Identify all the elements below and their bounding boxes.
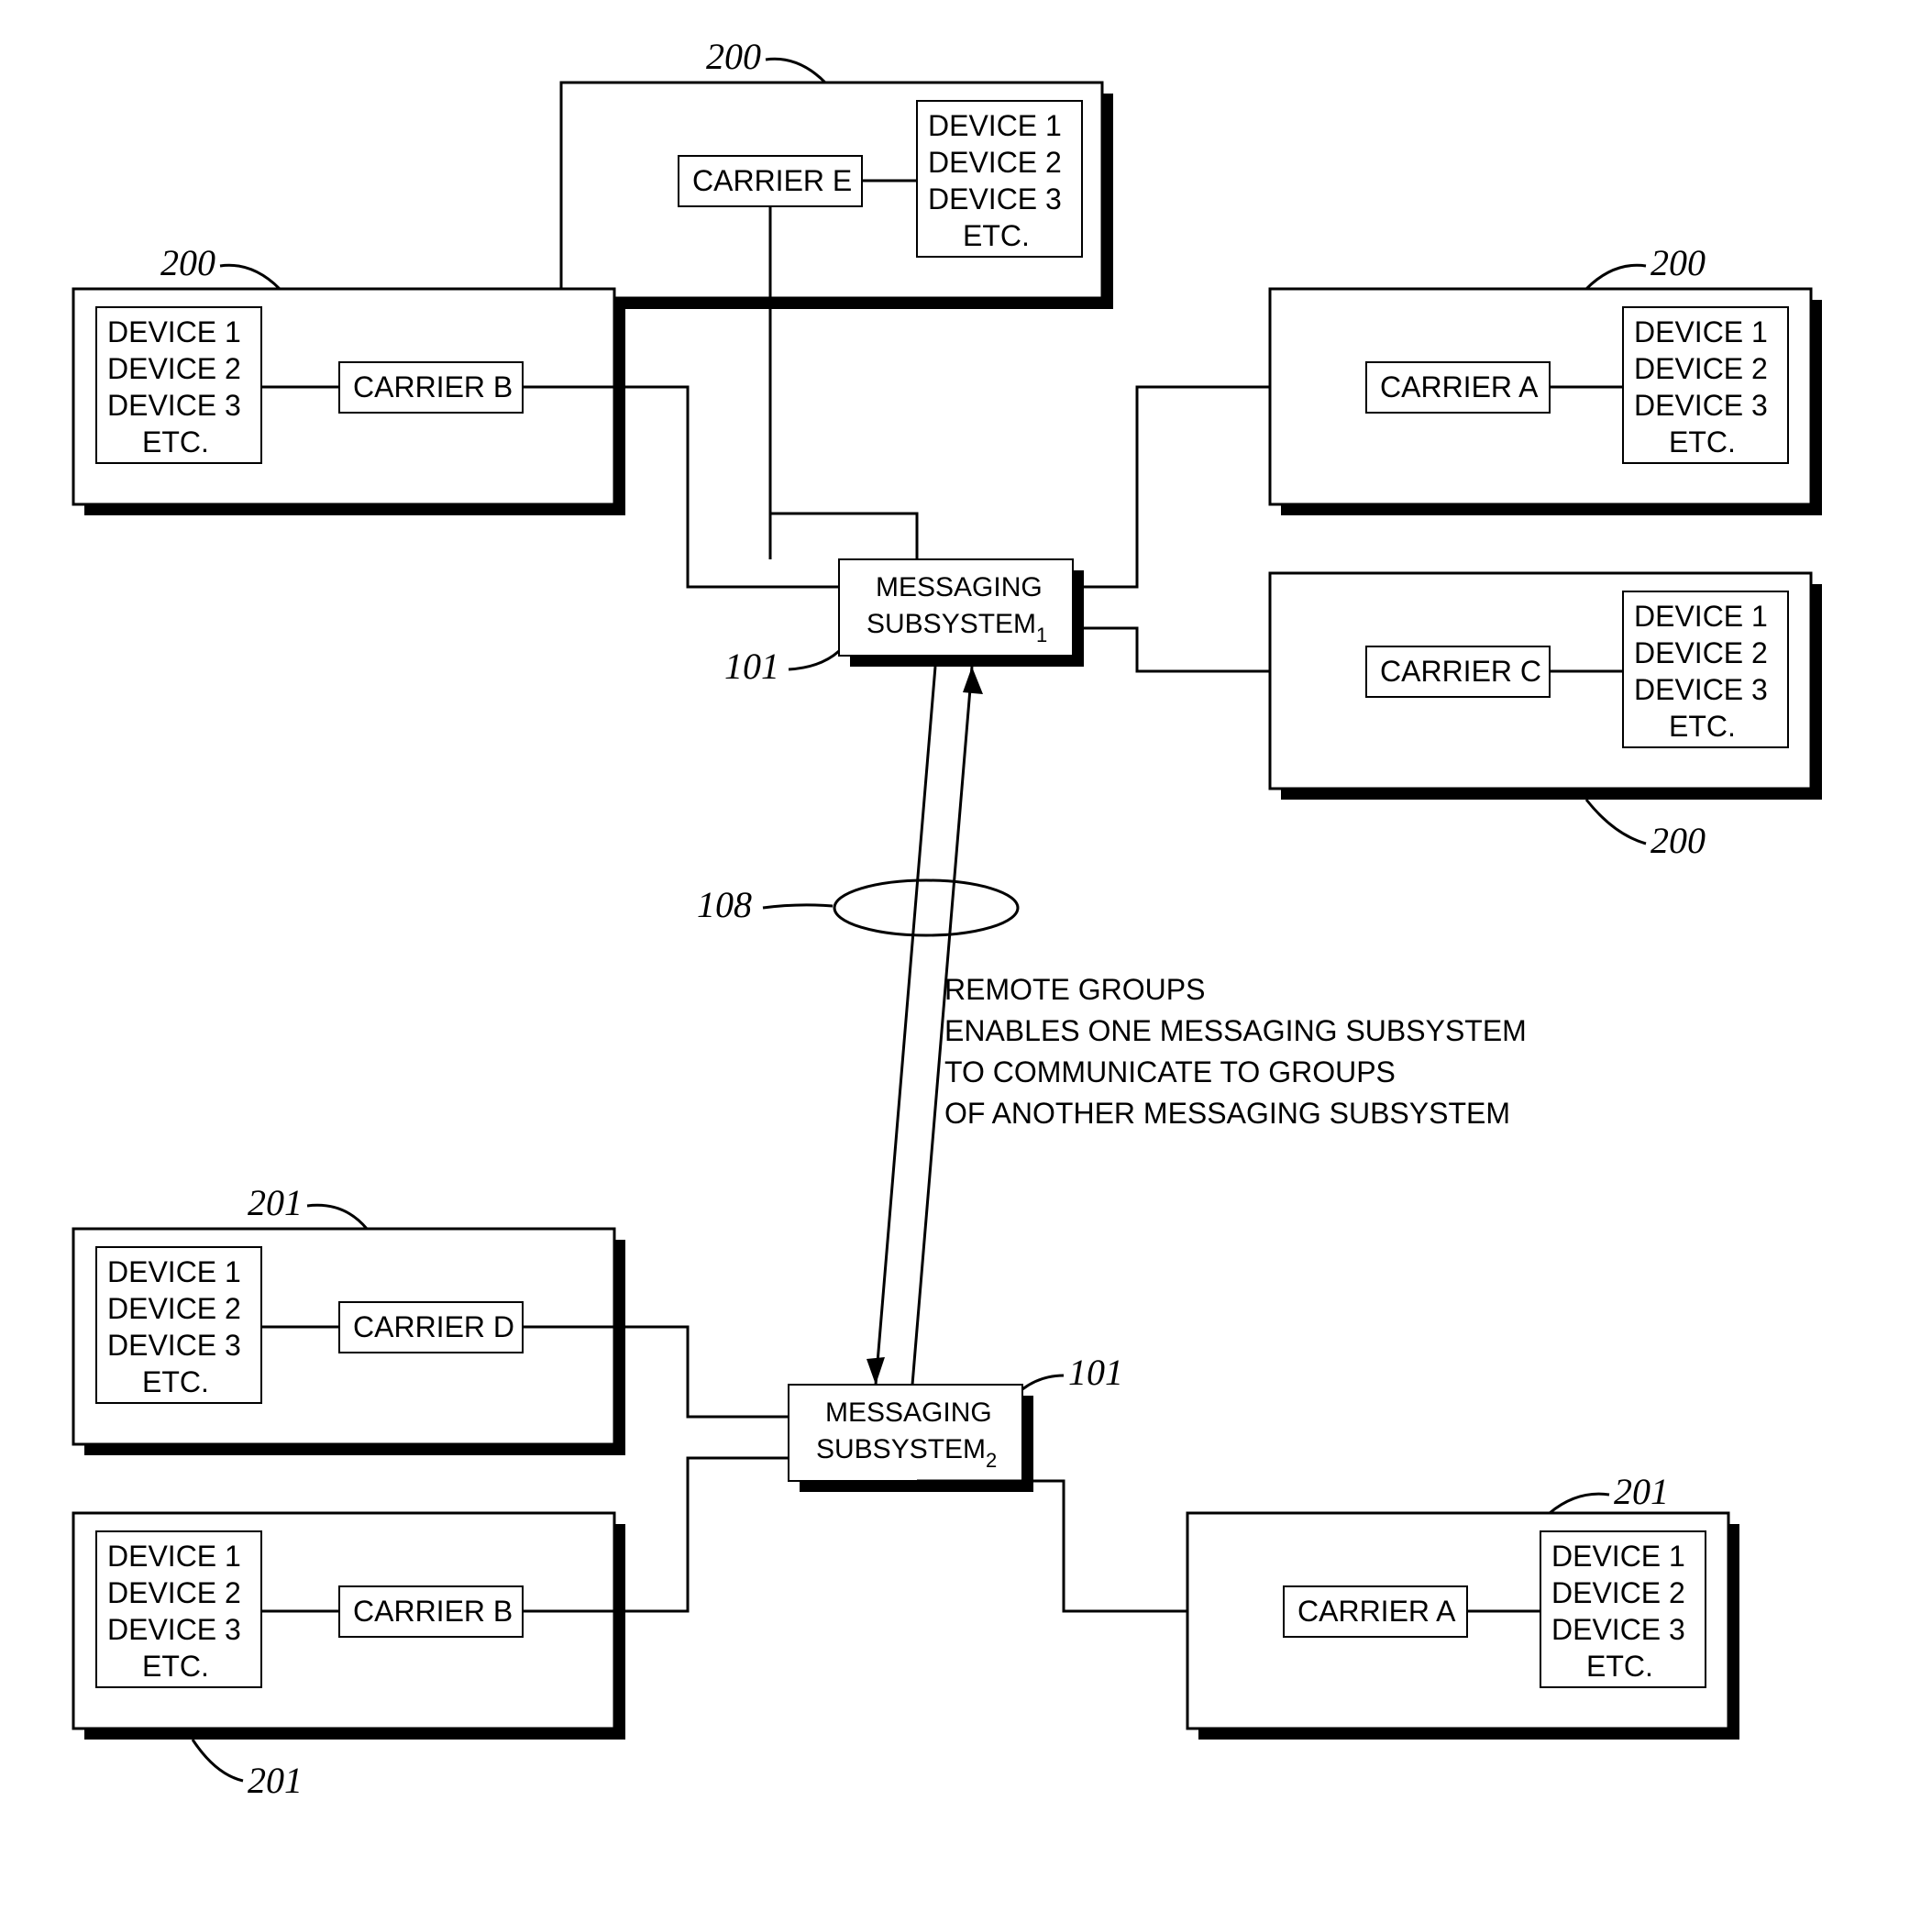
device-line: ETC. [1669,710,1736,743]
ref-leader [1022,1375,1064,1389]
block-carrier-a-top: 200 DEVICE 1 DEVICE 2 DEVICE 3 ETC. CARR… [1192,242,1822,515]
device-line: ETC. [963,219,1030,252]
ref-leader [1550,1494,1609,1513]
ref-label: 200 [1650,242,1706,283]
device-line: DEVICE 1 [107,315,241,348]
device-line: DEVICE 3 [1634,389,1768,422]
connector [917,1481,1110,1611]
ref-label: 200 [160,242,215,283]
device-line: DEVICE 1 [1634,315,1768,348]
ref-leader [307,1205,367,1229]
device-line: ETC. [142,425,209,458]
device-line: DEVICE 2 [1634,352,1768,385]
device-line: DEVICE 1 [1551,1540,1685,1573]
arrowhead-up-icon [963,667,983,694]
note-line: OF ANOTHER MESSAGING SUBSYSTEM [944,1097,1510,1130]
ref-leader [789,651,839,669]
device-line: ETC. [142,1365,209,1398]
device-line: DEVICE 2 [107,352,241,385]
ref-label: 200 [1650,820,1706,861]
note-line: ENABLES ONE MESSAGING SUBSYSTEM [944,1014,1527,1047]
device-line: DEVICE 2 [1551,1576,1685,1609]
ref-label: 201 [248,1760,303,1801]
arrowhead-down-icon [867,1357,885,1385]
device-line: DEVICE 1 [928,109,1062,142]
ref-leader [193,1740,243,1781]
device-line: DEVICE 1 [1634,600,1768,633]
device-line: DEVICE 2 [107,1292,241,1325]
connector [1073,387,1192,587]
carrier-label: CARRIER B [353,1595,513,1628]
device-line: DEVICE 3 [1551,1613,1685,1646]
note-line: TO COMMUNICATE TO GROUPS [944,1055,1396,1088]
block-carrier-e: 200 DEVICE 1 DEVICE 2 DEVICE 3 ETC. CARR… [561,36,1113,309]
carrier-label: CARRIER B [353,370,513,403]
diagram-root: 200 DEVICE 1 DEVICE 2 DEVICE 3 ETC. CARR… [0,0,1932,1911]
device-line: DEVICE 1 [107,1255,241,1288]
block-carrier-a-bot: 201 DEVICE 1 DEVICE 2 DEVICE 3 ETC. CARR… [1110,1471,1739,1740]
device-line: DEVICE 2 [107,1576,241,1609]
carrier-label: CARRIER E [692,164,852,197]
device-line: DEVICE 3 [1634,673,1768,706]
link-line [876,667,935,1385]
device-line: DEVICE 3 [928,182,1062,215]
connector [625,1327,789,1417]
ref-leader [1586,800,1646,844]
connector [770,514,917,559]
connector [625,387,839,587]
device-line: DEVICE 2 [1634,636,1768,669]
device-line: DEVICE 3 [107,389,241,422]
device-line: ETC. [1586,1650,1653,1683]
ref-leader [766,59,825,83]
ref-label: 101 [724,646,779,687]
link-ring-icon [834,880,1018,935]
carrier-label: CARRIER C [1380,655,1541,688]
ref-label: 201 [1614,1471,1669,1512]
ref-label: 200 [706,36,761,77]
subsystem-line: MESSAGING [876,572,1043,602]
messaging-subsystem-1: MESSAGING SUBSYSTEM1 101 [724,559,1084,687]
ref-label: 201 [248,1182,303,1223]
block-carrier-c: DEVICE 1 DEVICE 2 DEVICE 3 ETC. CARRIER … [1192,573,1822,861]
device-line: DEVICE 3 [107,1613,241,1646]
connector [625,1458,789,1611]
ref-leader [763,905,833,908]
ref-label: 101 [1068,1352,1123,1393]
connector [1073,628,1192,671]
block-carrier-b-top: 200 DEVICE 1 DEVICE 2 DEVICE 3 ETC. CARR… [73,242,625,515]
block-carrier-d: 201 DEVICE 1 DEVICE 2 DEVICE 3 ETC. CARR… [73,1182,625,1455]
block-carrier-b-bot: DEVICE 1 DEVICE 2 DEVICE 3 ETC. CARRIER … [73,1513,625,1801]
device-line: DEVICE 2 [928,146,1062,179]
ref-leader [1586,265,1646,289]
device-line: DEVICE 3 [107,1329,241,1362]
note-line: REMOTE GROUPS [944,973,1205,1006]
carrier-label: CARRIER A [1297,1595,1456,1628]
ref-label: 108 [697,884,752,925]
subsystem-line: MESSAGING [825,1397,992,1428]
messaging-subsystem-2: MESSAGING SUBSYSTEM2 101 [789,1352,1123,1492]
device-line: ETC. [142,1650,209,1683]
note-text: REMOTE GROUPS ENABLES ONE MESSAGING SUBS… [944,973,1527,1130]
device-line: ETC. [1669,425,1736,458]
carrier-label: CARRIER D [353,1310,514,1343]
ref-leader [220,265,280,289]
carrier-label: CARRIER A [1380,370,1539,403]
device-line: DEVICE 1 [107,1540,241,1573]
